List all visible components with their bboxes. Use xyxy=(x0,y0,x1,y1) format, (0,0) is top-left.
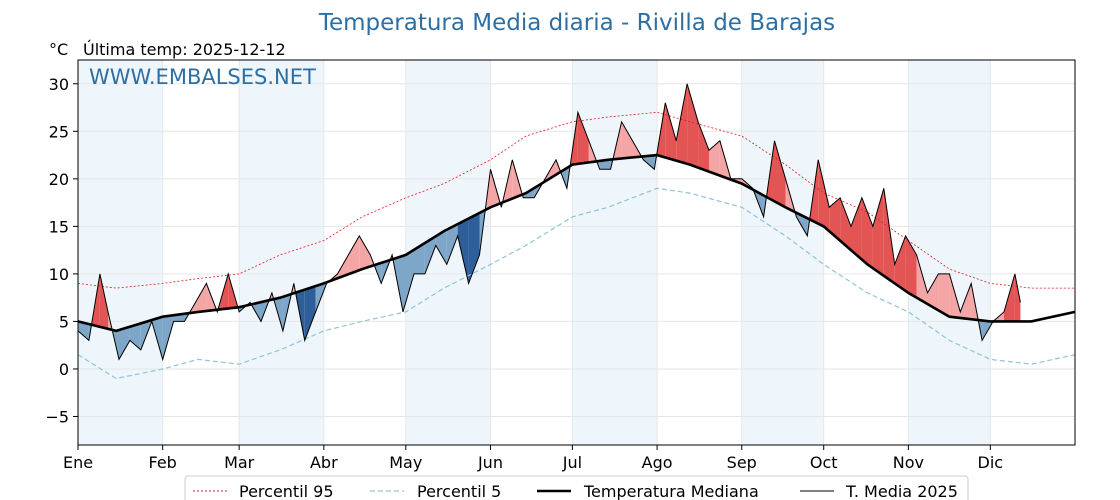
anomaly-fill-above xyxy=(851,197,862,260)
anomaly-fill-above xyxy=(829,197,841,241)
x-tick-label: Jun xyxy=(477,453,503,472)
series-line-current xyxy=(77,83,1021,362)
x-tick-label: Jul xyxy=(562,453,582,472)
legend-label-median: Temperatura Mediana xyxy=(583,482,759,500)
x-tick-label: Ago xyxy=(642,453,673,472)
anomaly-fills xyxy=(78,83,1021,360)
anomaly-fill-above xyxy=(960,283,972,320)
month-band xyxy=(741,60,824,445)
anomaly-fill-above xyxy=(861,197,873,269)
anomaly-fill-above xyxy=(774,140,786,208)
x-tick-label: Mar xyxy=(224,453,255,472)
anomaly-fill-above xyxy=(1014,273,1021,322)
legend-label-p95: Percentil 95 xyxy=(239,482,334,500)
y-tick-label: −5 xyxy=(45,407,69,426)
anomaly-fill-above xyxy=(99,273,108,329)
anomaly-fill-above xyxy=(359,235,371,271)
series-line-median xyxy=(77,153,1076,333)
y-tick-label: 25 xyxy=(49,122,69,141)
y-tick-label: 5 xyxy=(59,312,69,331)
y-tick-label: 15 xyxy=(49,217,69,236)
anomaly-fill-below xyxy=(414,243,425,274)
anomaly-fill-below xyxy=(78,321,89,341)
anomaly-fill-above xyxy=(577,112,589,164)
anomaly-fill-below xyxy=(403,249,414,312)
y-axis: −5 0 5 10 15 20 25 30 xyxy=(45,75,78,426)
x-axis: Ene Feb Mar Abr May Jun Jul Ago Sep Oct Nov Dic xyxy=(63,445,1003,472)
anomaly-fill-below xyxy=(446,224,458,265)
anomaly-fill-above xyxy=(348,235,360,275)
series-line-p5 xyxy=(77,187,1076,380)
series-lines xyxy=(77,83,1076,380)
y-tick-label: 30 xyxy=(49,75,69,94)
legend-box xyxy=(184,475,969,500)
anomaly-fill-below xyxy=(643,155,655,170)
watermark: WWW.EMBALSES.NET xyxy=(89,65,316,89)
anomaly-fill-above xyxy=(709,140,720,176)
anomaly-fill-above xyxy=(665,102,677,161)
month-band xyxy=(908,60,991,445)
x-tick-label: Abr xyxy=(310,453,338,472)
anomaly-fill-above xyxy=(916,254,928,304)
anomaly-fill-above xyxy=(840,197,851,251)
x-tick-label: Nov xyxy=(893,453,924,472)
month-band xyxy=(572,60,658,445)
anomaly-fill-above xyxy=(337,254,349,279)
chart-title: Temperatura Media diaria - Rivilla de Ba… xyxy=(318,10,835,36)
anomaly-fill-above xyxy=(676,83,688,164)
month-bands xyxy=(78,60,991,445)
anomaly-fill-below xyxy=(304,286,316,341)
plot-frame xyxy=(77,59,1076,446)
chart-subtitle: Última temp: 2025-12-12 xyxy=(83,40,286,59)
x-tick-label: Feb xyxy=(149,453,177,472)
anomaly-fill-below xyxy=(457,218,469,284)
legend-label-p5: Percentil 5 xyxy=(417,482,501,500)
anomaly-fill-above xyxy=(698,121,709,172)
x-tick-label: Dic xyxy=(978,453,1004,472)
anomaly-fill-below xyxy=(424,236,436,274)
anomaly-fill-above xyxy=(687,83,699,168)
anomaly-fill-below xyxy=(435,229,447,265)
x-tick-label: Sep xyxy=(727,453,757,472)
anomaly-fill-above xyxy=(938,273,950,317)
anomaly-fill-above xyxy=(818,159,830,232)
anomaly-fill-below xyxy=(796,212,808,236)
anomaly-fill-below xyxy=(468,212,480,284)
y-tick-label: 10 xyxy=(49,265,69,284)
anomaly-fill-below xyxy=(119,326,130,360)
anomaly-fill-above xyxy=(872,188,884,276)
month-band xyxy=(78,60,163,445)
legend: Percentil 95 Percentil 5 Temperatura Med… xyxy=(184,475,969,500)
anomaly-fill-above xyxy=(905,235,917,298)
anomaly-fill-above xyxy=(927,273,939,311)
anomaly-fill-above xyxy=(883,188,895,284)
x-tick-label: May xyxy=(389,453,422,472)
anomaly-fill-above xyxy=(894,235,906,291)
x-tick-label: Oct xyxy=(810,453,838,472)
anomaly-fill-above xyxy=(621,121,633,159)
anomaly-fill-above xyxy=(195,283,207,313)
x-tick-label: Ene xyxy=(63,453,93,472)
anomaly-fill-below xyxy=(599,159,611,170)
y-tick-label: 0 xyxy=(59,360,69,379)
y-tick-label: 20 xyxy=(49,170,69,189)
y-axis-unit: °C xyxy=(49,40,68,59)
anomaly-fill-below xyxy=(129,323,141,350)
legend-label-current: T. Media 2025 xyxy=(845,482,958,500)
month-band xyxy=(239,60,324,445)
